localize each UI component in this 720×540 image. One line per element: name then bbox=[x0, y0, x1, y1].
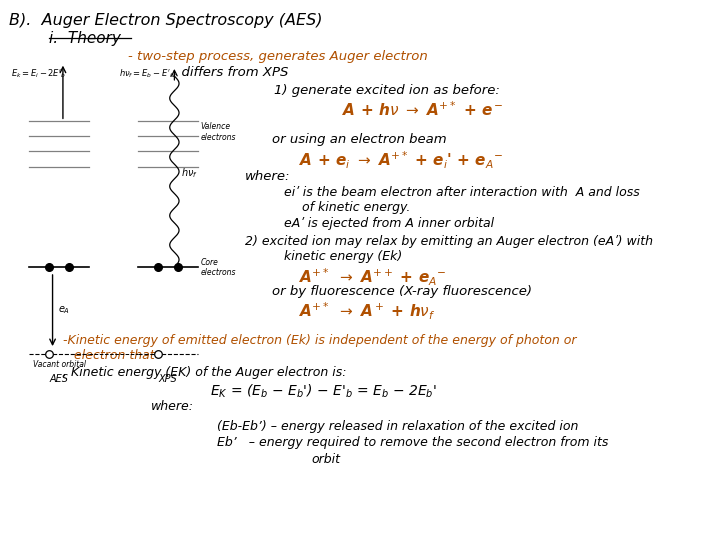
Text: eAʹ is ejected from A inner orbital: eAʹ is ejected from A inner orbital bbox=[284, 217, 495, 230]
Text: Vacant orbital: Vacant orbital bbox=[32, 360, 86, 369]
Text: E$_K$ = (E$_b$ $-$ E$_b$') $-$ E'$_b$ = E$_b$ $-$ 2E$_b$': E$_K$ = (E$_b$ $-$ E$_b$') $-$ E'$_b$ = … bbox=[210, 383, 437, 400]
Text: eiʹ is the beam electron after interaction with  A and loss: eiʹ is the beam electron after interacti… bbox=[284, 186, 640, 199]
Text: where:: where: bbox=[245, 170, 290, 183]
Text: , Kinetic energy (EK) of the Auger electron is:: , Kinetic energy (EK) of the Auger elect… bbox=[63, 366, 347, 379]
Text: XPS: XPS bbox=[158, 374, 177, 384]
Text: $h\nu_f$: $h\nu_f$ bbox=[181, 166, 198, 180]
Text: B).  Auger Electron Spectroscopy (AES): B). Auger Electron Spectroscopy (AES) bbox=[9, 14, 323, 29]
Text: electron that: electron that bbox=[74, 349, 155, 362]
Text: $E_k=E_i-2E'_b$: $E_k=E_i-2E'_b$ bbox=[11, 67, 66, 79]
Text: Eb’   – energy required to remove the second electron from its: Eb’ – energy required to remove the seco… bbox=[217, 436, 609, 449]
Text: Core
electrons: Core electrons bbox=[200, 258, 236, 278]
Text: of kinetic energy.: of kinetic energy. bbox=[302, 201, 411, 214]
Text: (Eb-Eb’) – energy released in relaxation of the excited ion: (Eb-Eb’) – energy released in relaxation… bbox=[217, 420, 579, 433]
Text: $h\nu_f=E_b-E'_b$: $h\nu_f=E_b-E'_b$ bbox=[119, 67, 174, 79]
Text: -Kinetic energy of emitted electron (Ek) is independent of the energy of photon : -Kinetic energy of emitted electron (Ek)… bbox=[63, 334, 577, 347]
Text: A$^{+*}$ $\rightarrow$ A$^{++}$ + e$_A$$^{-}$: A$^{+*}$ $\rightarrow$ A$^{++}$ + e$_A$$… bbox=[299, 266, 446, 288]
Text: or by fluorescence (X-ray fluorescence): or by fluorescence (X-ray fluorescence) bbox=[272, 285, 532, 298]
Text: , differs from XPS: , differs from XPS bbox=[173, 66, 288, 79]
Text: i.  Theory: i. Theory bbox=[49, 31, 121, 46]
Text: - two-step process, generates Auger electron: - two-step process, generates Auger elec… bbox=[128, 50, 428, 63]
Text: 1) generate excited ion as before:: 1) generate excited ion as before: bbox=[274, 84, 500, 97]
Text: A$^{+*}$ $\rightarrow$ A$^+$ + h$\nu_f$: A$^{+*}$ $\rightarrow$ A$^+$ + h$\nu_f$ bbox=[299, 301, 436, 322]
Text: where:: where: bbox=[151, 400, 194, 413]
Text: 2) excited ion may relax by emitting an Auger electron (eAʹ) with: 2) excited ion may relax by emitting an … bbox=[245, 235, 653, 248]
Text: Valence
electrons: Valence electrons bbox=[200, 123, 236, 142]
Text: orbit: orbit bbox=[311, 453, 340, 465]
Text: A + h$\nu$ $\rightarrow$ A$^{+*}$ + e$^-$: A + h$\nu$ $\rightarrow$ A$^{+*}$ + e$^-… bbox=[342, 100, 503, 119]
Text: $e_A$: $e_A$ bbox=[58, 305, 70, 316]
Text: kinetic energy (Ek): kinetic energy (Ek) bbox=[284, 250, 402, 263]
Text: or using an electron beam: or using an electron beam bbox=[272, 133, 447, 146]
Text: AES: AES bbox=[50, 374, 68, 384]
Text: A + e$_i$ $\rightarrow$ A$^{+*}$ + e$_i$' + e$_A$$^{-}$: A + e$_i$ $\rightarrow$ A$^{+*}$ + e$_i$… bbox=[299, 150, 503, 171]
